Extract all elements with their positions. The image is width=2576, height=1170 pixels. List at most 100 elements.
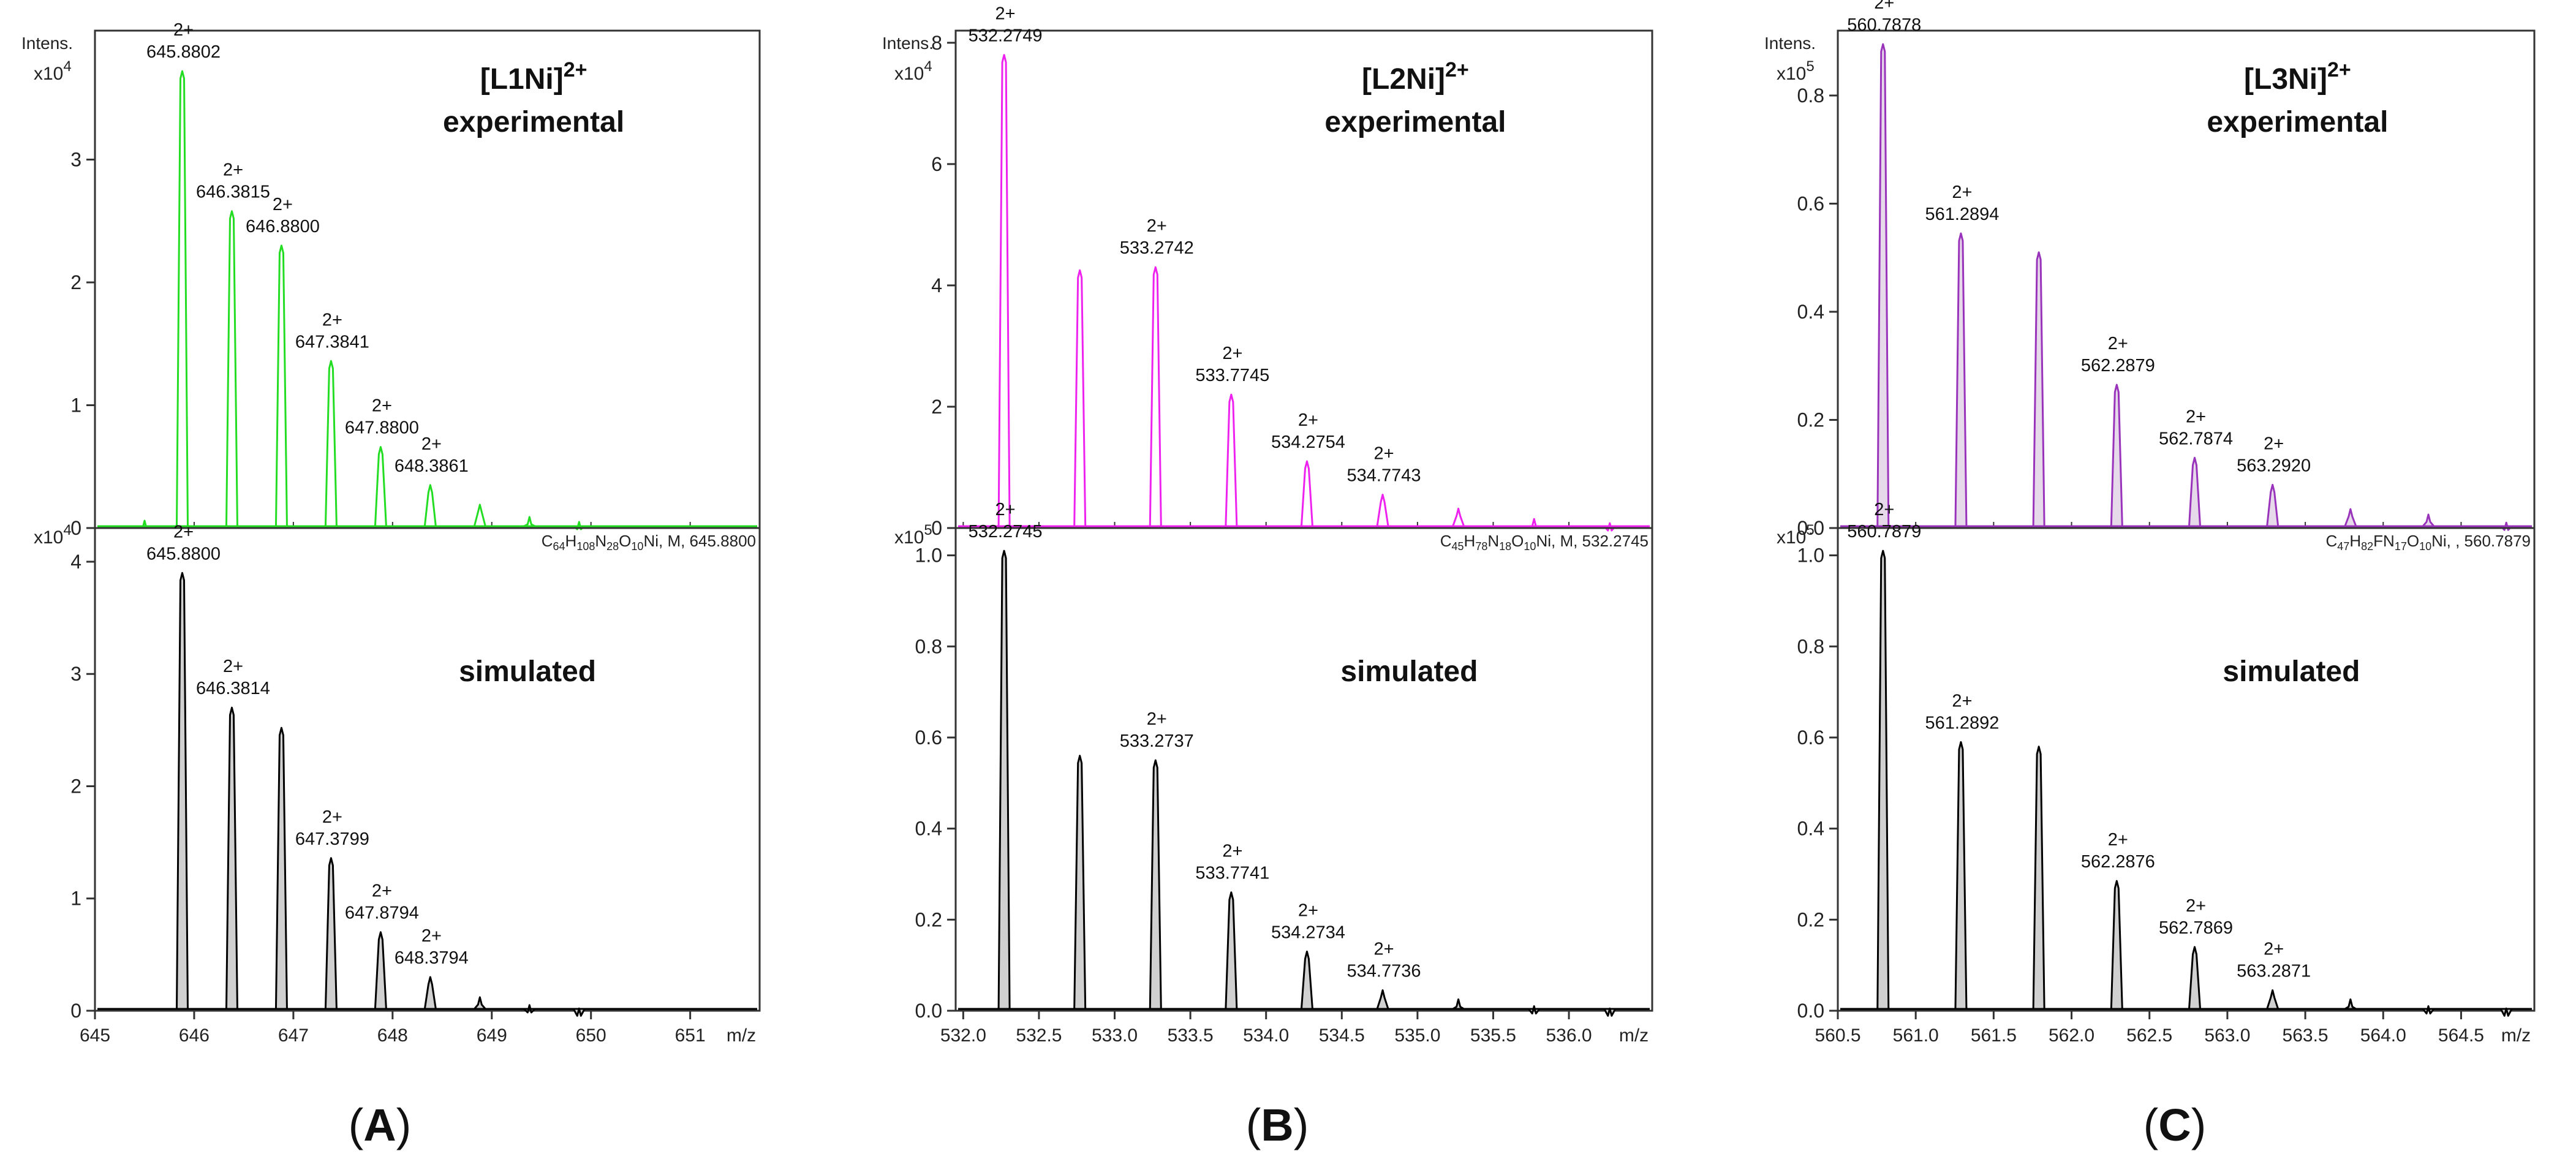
spectrum-peak xyxy=(1149,266,1162,527)
spectrum-peak xyxy=(1073,269,1087,527)
x-tick-label: 561.5 xyxy=(1971,1025,2017,1046)
spectrum-peak xyxy=(997,54,1011,527)
peak-mz-label: 562.2879 xyxy=(2081,356,2155,376)
formula-subscript: 45 xyxy=(1452,540,1464,553)
formula-text: H xyxy=(565,532,577,550)
y-axis-label: Intens. xyxy=(1764,34,1816,53)
peak-mz-label: 563.2871 xyxy=(2237,962,2311,981)
spectrum-peak xyxy=(1603,1007,1617,1017)
peak-mz-label: 532.2749 xyxy=(969,26,1043,46)
formula-text: N xyxy=(595,532,606,550)
y-multiplier: x105 xyxy=(1777,58,1815,84)
formula-text: N xyxy=(1487,532,1499,550)
peak-charge-label: 2+ xyxy=(1373,940,1394,959)
spectrum-peak xyxy=(423,484,437,527)
x-tick-label: 536.0 xyxy=(1546,1025,1592,1046)
formula-text: O xyxy=(2407,532,2419,550)
y-tick-label: 6 xyxy=(931,153,942,175)
panel-letter-text: C xyxy=(2158,1100,2191,1150)
peak-charge-label: 2+ xyxy=(2186,407,2206,426)
y-tick-label: 0.0 xyxy=(915,1000,942,1022)
x-tick-label: 533.5 xyxy=(1168,1025,1214,1046)
spectrum-peak xyxy=(1073,755,1087,1010)
peak-mz-label: 534.2734 xyxy=(1271,923,1345,942)
y-tick-label: 0.8 xyxy=(915,635,942,657)
peak-mz-label: 646.3814 xyxy=(196,679,270,698)
spectrum-peak xyxy=(2188,946,2201,1010)
spectrum-peak xyxy=(2266,483,2279,527)
spectrum-peak xyxy=(1225,393,1238,527)
y-tick-label: 2 xyxy=(931,396,942,418)
peak-charge-label: 2+ xyxy=(322,807,342,827)
y-multiplier: x105 xyxy=(1777,522,1815,548)
x-tick-label: 563.5 xyxy=(2283,1025,2329,1046)
spectrum-peak xyxy=(1954,232,1968,527)
y-tick-label: 0 xyxy=(70,1000,81,1022)
y-tick-label: 4 xyxy=(931,274,942,296)
spectrum-peak xyxy=(1300,950,1313,1010)
peak-charge-label: 2+ xyxy=(995,4,1016,24)
panel-paren-open: ( xyxy=(349,1100,364,1150)
formula-text: Ni, , 560.7879 xyxy=(2431,532,2531,550)
peak-mz-label: 533.2742 xyxy=(1120,238,1194,258)
spectrum-subtitle: experimental xyxy=(2207,106,2388,138)
x-tick-label: 532.0 xyxy=(940,1025,986,1046)
spectrum-title: [L2Ni]2+ xyxy=(1362,58,1469,96)
peak-mz-label: 532.2745 xyxy=(969,522,1043,542)
y-tick-label: 0.2 xyxy=(1797,409,1824,431)
spectrum-peak xyxy=(274,244,288,527)
y-tick-label: 3 xyxy=(70,149,81,171)
peak-charge-label: 2+ xyxy=(421,434,442,454)
peak-mz-label: 534.7743 xyxy=(1347,466,1421,486)
peak-charge-label: 2+ xyxy=(273,195,293,214)
peak-mz-label: 647.3799 xyxy=(295,829,369,849)
y-tick-label: 0.6 xyxy=(1797,727,1824,749)
x-tick-label: 534.5 xyxy=(1319,1025,1365,1046)
y-tick-label: 0.6 xyxy=(1797,192,1824,214)
spectrum-peak xyxy=(2422,513,2435,527)
title-formula: [L1Ni] xyxy=(480,63,564,96)
y-multiplier-base: x10 xyxy=(34,527,63,548)
formula-subscript: 10 xyxy=(631,540,643,553)
spectrum-subtitle: simulated xyxy=(1340,655,1478,688)
x-tick-label: 535.5 xyxy=(1470,1025,1516,1046)
spectrum-peak xyxy=(274,727,288,1010)
y-multiplier-exponent: 4 xyxy=(924,58,932,75)
spectrum-peak xyxy=(2344,508,2357,527)
peak-charge-label: 2+ xyxy=(223,657,243,676)
y-multiplier-base: x10 xyxy=(1777,64,1806,84)
y-tick-label: 0.0 xyxy=(1797,517,1824,539)
peak-charge-label: 2+ xyxy=(1147,216,1167,236)
spectrum-peak xyxy=(374,931,387,1010)
x-tick-label: 647 xyxy=(278,1025,309,1046)
spectrum-peak xyxy=(2110,383,2123,527)
spectrum-subtitle: experimental xyxy=(1324,106,1506,138)
peak-mz-label: 645.8800 xyxy=(146,544,221,564)
panel-a: 0123Intens.x1042+645.88022+646.38152+646… xyxy=(21,20,761,1150)
y-multiplier-base: x10 xyxy=(34,64,63,84)
spectrum-peak xyxy=(374,446,387,527)
x-tick-label: 650 xyxy=(576,1025,606,1046)
panel-letter: (A) xyxy=(349,1100,412,1150)
bottom-plot-frame xyxy=(94,527,761,1012)
peak-mz-label: 533.7741 xyxy=(1195,864,1269,883)
peak-charge-label: 2+ xyxy=(1874,0,1894,13)
x-tick-label: 646 xyxy=(179,1025,210,1046)
y-axis-label: Intens. xyxy=(21,34,73,53)
peak-charge-label: 2+ xyxy=(223,160,243,180)
peak-charge-label: 2+ xyxy=(1952,691,1972,711)
formula-subscript: 10 xyxy=(2419,540,2431,553)
spectrum-title: [L3Ni]2+ xyxy=(2244,58,2351,96)
y-multiplier-exponent: 5 xyxy=(1806,58,1814,75)
peak-mz-label: 561.2894 xyxy=(1925,205,1999,224)
formula-subscript: 78 xyxy=(1475,540,1487,553)
formula-text: O xyxy=(619,532,631,550)
y-tick-label: 0.4 xyxy=(915,818,942,840)
peak-mz-label: 562.7874 xyxy=(2159,429,2233,448)
y-tick-label: 0.4 xyxy=(1797,301,1824,323)
x-tick-label: 645 xyxy=(80,1025,110,1046)
panel-paren-close: ) xyxy=(2191,1100,2207,1150)
panel-paren-close: ) xyxy=(396,1100,412,1150)
spectrum-subtitle: experimental xyxy=(443,106,624,138)
y-multiplier-exponent: 4 xyxy=(63,522,71,538)
